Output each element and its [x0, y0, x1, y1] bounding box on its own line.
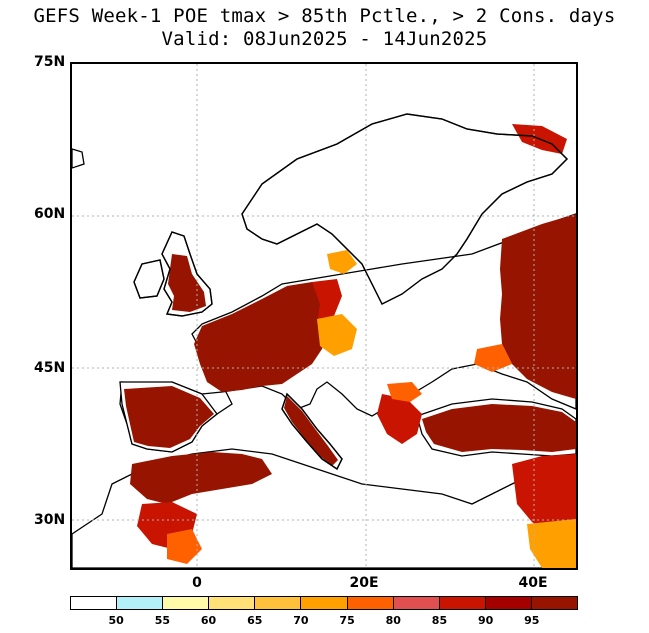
coastline-italy — [281, 392, 343, 471]
coastline-ireland — [133, 259, 165, 299]
colorbar-tick-label: 80 — [385, 614, 401, 627]
heat-north-africa-orange — [167, 529, 202, 564]
map-svg — [72, 64, 576, 568]
colorbar-segment — [439, 597, 486, 609]
colorbar — [70, 596, 578, 610]
heat-scandinavia-south — [327, 250, 357, 274]
colorbar-segment — [209, 597, 256, 609]
heat-uk — [168, 254, 206, 312]
lon-label-20e: 20E — [349, 575, 379, 591]
graticule — [72, 64, 576, 568]
heat-shading — [124, 124, 576, 568]
colorbar-tick-label: 70 — [293, 614, 309, 627]
lon-label-0: 0 — [192, 575, 202, 591]
lon-label-40e: 40E — [518, 575, 548, 591]
map-subtitle: Valid: 08Jun2025 - 14Jun2025 — [161, 28, 488, 50]
heat-west-central-europe — [194, 282, 332, 392]
heat-ukraine-edge — [474, 344, 512, 372]
map-panel — [70, 62, 578, 570]
lat-label-45n: 45N — [34, 360, 66, 376]
lat-label-75n: 75N — [34, 54, 66, 70]
colorbar-segment — [117, 597, 164, 609]
colorbar-segment — [531, 597, 578, 609]
colorbar-tick-label: 55 — [154, 614, 171, 627]
colorbar-tick-label: 85 — [431, 614, 448, 627]
colorbar-segment — [393, 597, 440, 609]
coastline-scandinavia — [241, 113, 568, 305]
colorbar-tick-label: 90 — [477, 614, 494, 627]
colorbar-tick-label: 65 — [247, 614, 263, 627]
lat-label-30n: 30N — [34, 512, 66, 528]
colorbar-segment — [163, 597, 210, 609]
colorbar-tick-label: 75 — [339, 614, 355, 627]
heat-north-africa-west — [130, 452, 272, 504]
coastlines — [133, 113, 568, 471]
colorbar-segment — [485, 597, 532, 609]
island-west — [72, 148, 85, 169]
heat-central-europe-orange — [317, 314, 357, 356]
heat-russia — [500, 214, 576, 399]
colorbar-segment — [255, 597, 302, 609]
map-title: GEFS Week-1 POE tmax > 85th Pctle., > 2 … — [33, 5, 616, 27]
heat-balkans-orange — [387, 382, 422, 402]
heat-balkans — [377, 394, 422, 444]
lat-label-60n: 60N — [34, 206, 66, 222]
heat-levant — [512, 454, 576, 536]
heat-turkey — [422, 404, 576, 452]
coastline-great-britain — [161, 231, 213, 317]
heat-iberia — [124, 386, 214, 448]
heat-arabia-orange — [527, 519, 576, 568]
colorbar-segment — [347, 597, 394, 609]
colorbar-tick-label: 50 — [108, 614, 124, 627]
colorbar-segment — [71, 597, 118, 609]
colorbar-tick-label: 95 — [524, 614, 540, 627]
colorbar-tick-label: 60 — [200, 614, 217, 627]
heat-italy — [284, 396, 338, 466]
colorbar-segment — [301, 597, 348, 609]
